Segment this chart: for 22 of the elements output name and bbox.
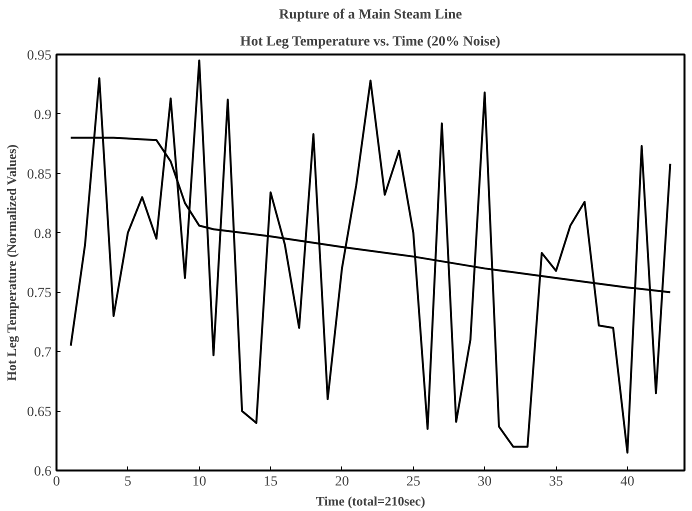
x-tick-label: 30 <box>478 474 492 490</box>
x-tick-label: 20 <box>334 474 349 490</box>
x-tick-label: 25 <box>406 474 420 490</box>
y-axis-title: Hot Leg Temperature (Normalized Values) <box>4 144 19 382</box>
line-series <box>70 59 672 454</box>
y-tick-label: 0.85 <box>27 167 52 182</box>
x-tick-label: 15 <box>264 474 278 490</box>
y-tick-label: 0.7 <box>34 346 52 361</box>
chart-title: Rupture of a Main Steam Line <box>279 8 462 22</box>
y-tick-label: 0.9 <box>34 108 52 123</box>
x-tick-label: 10 <box>192 474 206 490</box>
x-tick-label: 40 <box>620 474 634 490</box>
x-tick-label: 0 <box>53 474 60 490</box>
y-tick-label: 0.6 <box>34 464 52 480</box>
y-tick-label: 0.65 <box>27 405 52 420</box>
y-tick-label: 0.75 <box>27 286 52 302</box>
x-tick-label: 35 <box>549 474 564 490</box>
x-tick-label: 5 <box>124 474 132 490</box>
y-tick-label: 0.95 <box>27 48 52 64</box>
y-tick-label: 0.8 <box>34 226 52 242</box>
chart-subtitle: Hot Leg Temperature vs. Time (20% Noise) <box>240 34 501 50</box>
x-axis-title: Time (total=210sec) <box>316 494 426 508</box>
